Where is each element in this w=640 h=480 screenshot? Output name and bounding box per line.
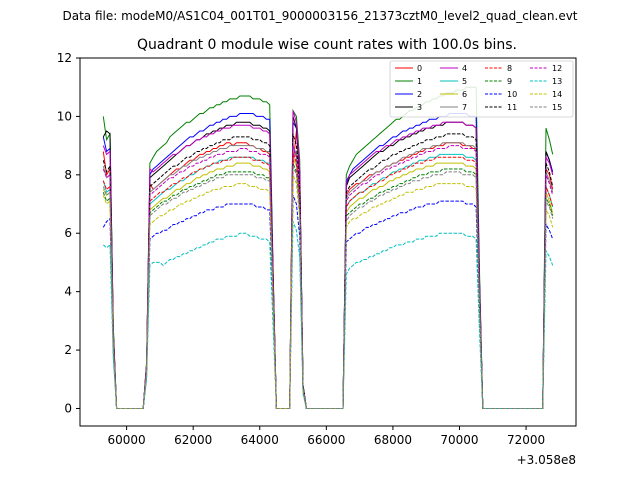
legend-label-2: 2 <box>417 90 422 99</box>
x-tick-label-68000: 68000 <box>374 433 412 447</box>
x-tick-label-66000: 66000 <box>307 433 345 447</box>
y-tick-label-12: 12 <box>57 51 72 65</box>
x-tick-label-60000: 60000 <box>108 433 146 447</box>
x-tick-label-72000: 72000 <box>507 433 545 447</box>
legend-label-9: 9 <box>507 77 512 86</box>
legend-label-3: 3 <box>417 103 422 112</box>
x-tick-label-70000: 70000 <box>440 433 478 447</box>
legend-label-13: 13 <box>552 77 562 86</box>
series-line-15 <box>102 165 554 409</box>
legend-label-11: 11 <box>507 103 517 112</box>
legend-label-1: 1 <box>417 77 422 86</box>
series-line-11 <box>102 133 554 409</box>
legend-box <box>389 60 574 118</box>
x-tick-label-62000: 62000 <box>174 433 212 447</box>
legend-label-7: 7 <box>462 103 467 112</box>
y-tick-label-4: 4 <box>64 285 72 299</box>
series-group <box>102 86 554 409</box>
legend-label-15: 15 <box>552 103 562 112</box>
legend-label-4: 4 <box>462 64 467 73</box>
y-tick-label-8: 8 <box>64 168 72 182</box>
legend-label-10: 10 <box>507 90 517 99</box>
legend-label-8: 8 <box>507 64 512 73</box>
axes-frame <box>79 57 577 427</box>
x-tick-label-64000: 64000 <box>241 433 279 447</box>
legend-label-0: 0 <box>417 64 422 73</box>
series-line-10 <box>102 195 554 409</box>
legend-label-14: 14 <box>552 90 562 99</box>
x-offset-label: +3.058e8 <box>517 453 576 467</box>
y-tick-label-6: 6 <box>64 226 72 240</box>
y-tick-label-2: 2 <box>64 343 72 357</box>
legend-label-5: 5 <box>462 77 467 86</box>
chart-title: Quadrant 0 module wise count rates with … <box>137 37 517 53</box>
legend-label-6: 6 <box>462 90 467 99</box>
legend-label-12: 12 <box>552 64 562 73</box>
file-suptitle: Data file: modeM0/AS1C04_001T01_90000031… <box>62 9 577 23</box>
plot-area: 60000 62000 64000 66000 68000 70000 72000 +3.05… <box>57 51 577 467</box>
y-tick-label-0: 0 <box>64 401 72 415</box>
y-tick-label-10: 10 <box>57 109 72 123</box>
